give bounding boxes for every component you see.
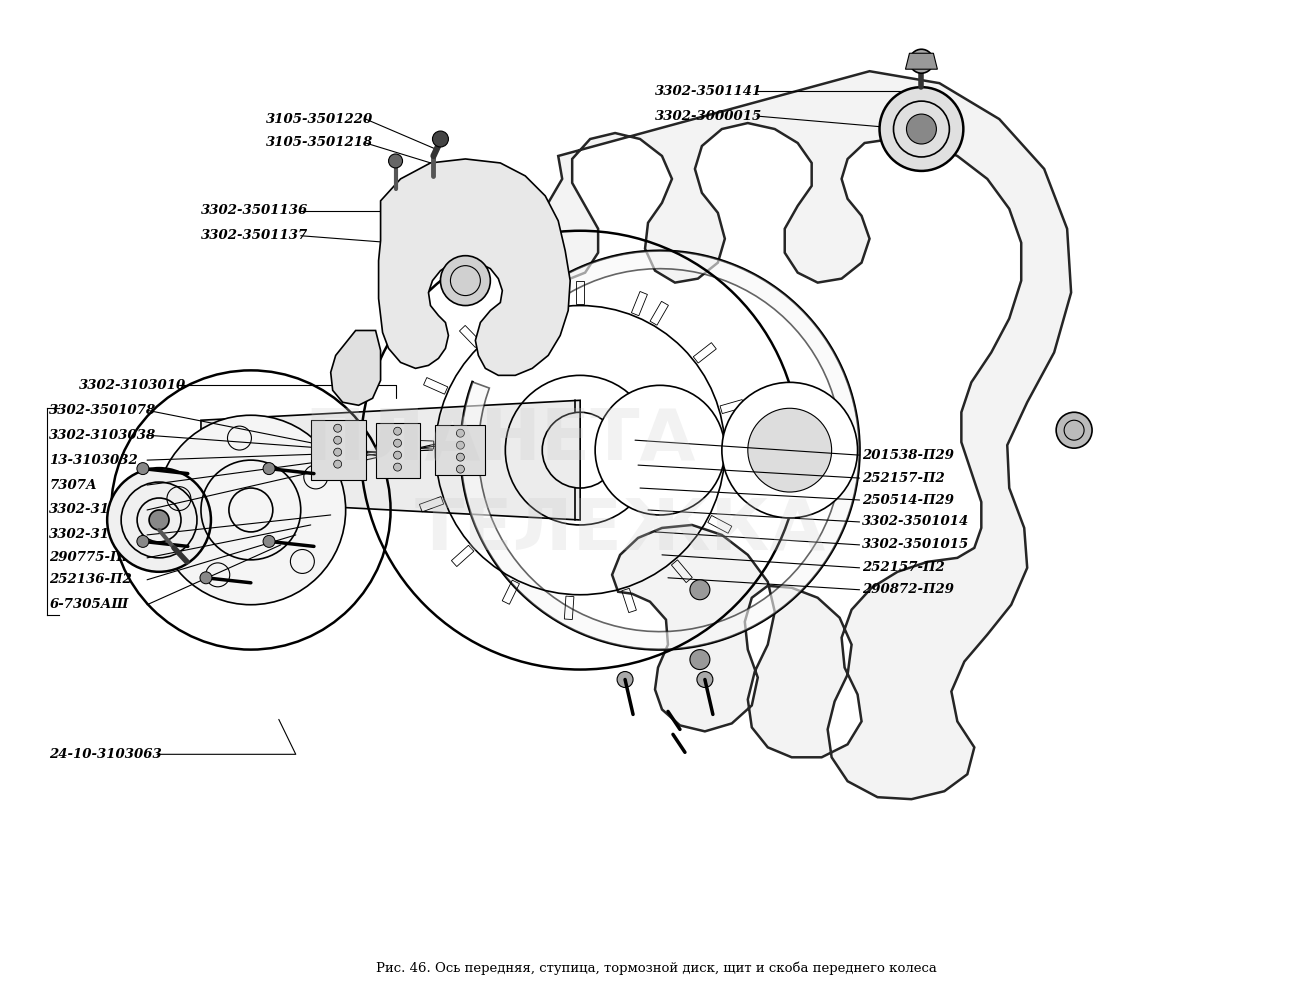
Circle shape: [457, 454, 464, 461]
Bar: [311, 420, 366, 480]
Text: 24-10-3103063: 24-10-3103063: [50, 748, 163, 761]
Circle shape: [136, 535, 148, 547]
Text: 3105-3501220: 3105-3501220: [266, 113, 373, 126]
Circle shape: [108, 468, 211, 572]
Text: 3302-3501014: 3302-3501014: [862, 515, 968, 528]
Circle shape: [394, 427, 401, 435]
Text: ПЛАНЕТА: ПЛАНЕТА: [304, 405, 697, 475]
Polygon shape: [201, 400, 580, 520]
Text: 3302-3501136: 3302-3501136: [201, 205, 308, 218]
Text: 3302-3103015: 3302-3103015: [50, 503, 156, 516]
Circle shape: [1056, 412, 1092, 449]
Text: 290775-П29: 290775-П29: [50, 551, 142, 564]
Circle shape: [697, 671, 712, 687]
Text: 3302-3103010: 3302-3103010: [79, 379, 186, 392]
Circle shape: [333, 460, 341, 468]
Text: 252157-П2: 252157-П2: [862, 472, 945, 485]
Circle shape: [748, 408, 832, 492]
Text: Рис. 46. Ось передняя, ступица, тормозной диск, щит и скоба переднего колеса: Рис. 46. Ось передняя, ступица, тормозно…: [375, 962, 937, 976]
Text: 7307А: 7307А: [50, 479, 97, 492]
Circle shape: [150, 510, 169, 530]
Text: 3302-3000015: 3302-3000015: [655, 110, 762, 123]
Circle shape: [333, 436, 341, 445]
Circle shape: [262, 535, 276, 547]
Text: 3302-3501015: 3302-3501015: [862, 538, 968, 551]
Circle shape: [690, 649, 710, 669]
Circle shape: [394, 463, 401, 471]
Text: 252136-П2: 252136-П2: [50, 574, 133, 587]
Polygon shape: [379, 159, 571, 375]
Text: 6-7305АШ: 6-7305АШ: [50, 598, 129, 611]
Circle shape: [722, 382, 858, 518]
Circle shape: [617, 671, 634, 687]
Circle shape: [333, 449, 341, 457]
Text: 252157-П2: 252157-П2: [862, 561, 945, 575]
Text: 3302-3103008: 3302-3103008: [50, 528, 156, 541]
Circle shape: [596, 385, 724, 515]
Text: ТЕЛЕЖКА: ТЕЛЕЖКА: [415, 495, 825, 564]
Circle shape: [262, 463, 276, 475]
Circle shape: [457, 465, 464, 473]
Circle shape: [333, 424, 341, 432]
Circle shape: [441, 256, 491, 305]
Circle shape: [907, 114, 937, 144]
Polygon shape: [461, 251, 859, 649]
Text: 3105-3501218: 3105-3501218: [266, 136, 373, 149]
Circle shape: [457, 429, 464, 437]
Polygon shape: [535, 72, 1071, 799]
Circle shape: [909, 49, 933, 74]
Text: 290872-П29: 290872-П29: [862, 584, 954, 597]
Circle shape: [199, 572, 213, 584]
Circle shape: [433, 131, 449, 147]
Text: 3302-3501137: 3302-3501137: [201, 229, 308, 242]
Circle shape: [690, 580, 710, 600]
Circle shape: [156, 415, 345, 605]
Text: 3302-3501078: 3302-3501078: [50, 404, 156, 416]
Circle shape: [388, 154, 403, 168]
Text: 13-3103032: 13-3103032: [50, 454, 138, 467]
Bar: [436, 425, 485, 475]
Circle shape: [394, 439, 401, 448]
Text: 3302-3501141: 3302-3501141: [655, 85, 762, 98]
Text: 201538-П29: 201538-П29: [862, 449, 954, 462]
Circle shape: [394, 452, 401, 459]
Polygon shape: [905, 53, 937, 70]
Circle shape: [879, 87, 963, 171]
Bar: [375, 423, 421, 478]
Text: 250514-П29: 250514-П29: [862, 494, 954, 506]
Circle shape: [457, 442, 464, 450]
Polygon shape: [331, 331, 380, 405]
Text: 3302-3103038: 3302-3103038: [50, 428, 156, 442]
Circle shape: [136, 463, 148, 475]
